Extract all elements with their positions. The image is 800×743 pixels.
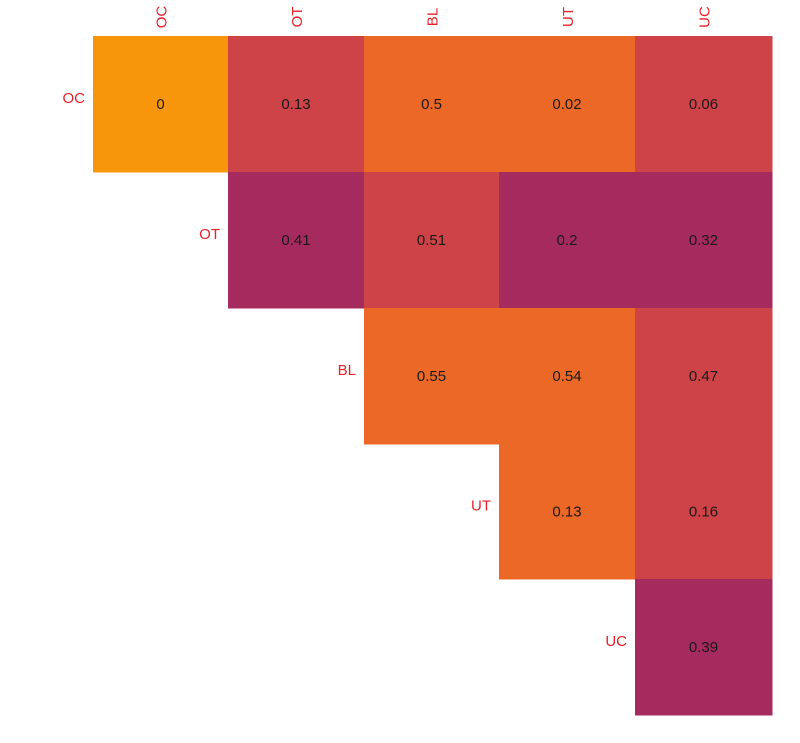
- heatmap-cell-bl-uc: [635, 308, 773, 445]
- heatmap-cell-oc-oc: [93, 36, 229, 173]
- heatmap-cell-ut-ut: [499, 444, 636, 580]
- row-label-uc: UC: [605, 633, 627, 650]
- cell-value-ut-uc: 0.16: [689, 504, 718, 521]
- column-labels: OC OT BL UT UC: [154, 6, 714, 29]
- row-labels: OC OT BL UT UC: [63, 90, 628, 650]
- heatmap-cell-oc-ut: [499, 36, 636, 173]
- heatmap-cell-ot-bl: [364, 172, 500, 309]
- cell-value-oc-bl: 0.5: [421, 96, 442, 113]
- cell-value-oc-ot: 0.13: [281, 96, 310, 113]
- heatmap-cell-ut-uc: [635, 444, 773, 580]
- row-label-ot: OT: [199, 226, 220, 243]
- cell-value-ot-uc: 0.32: [689, 232, 718, 249]
- cell-value-ut-ut: 0.13: [552, 504, 581, 521]
- cell-value-ot-ot: 0.41: [281, 232, 310, 249]
- column-label-ot: OT: [289, 7, 306, 28]
- heatmap-cell-ot-uc: [635, 172, 773, 309]
- cell-value-oc-ut: 0.02: [552, 96, 581, 113]
- row-label-ut: UT: [471, 498, 491, 515]
- heatmap-cell-oc-ot: [228, 36, 365, 173]
- heatmap-cell-oc-uc: [635, 36, 773, 173]
- column-label-ut: UT: [560, 7, 577, 27]
- heatmap-cell-uc-uc: [635, 579, 773, 716]
- column-label-uc: UC: [697, 6, 714, 28]
- values-layer: 0 0.13 0.5 0.02 0.06 0.41 0.51 0.2 0.32 0.55 0.54 0…: [156, 96, 718, 656]
- cell-value-ot-ut: 0.2: [557, 232, 578, 249]
- heatmap-cell-bl-ut: [499, 308, 636, 445]
- cell-value-bl-uc: 0.47: [689, 368, 718, 385]
- cell-value-bl-bl: 0.55: [417, 368, 446, 385]
- row-label-bl: BL: [338, 362, 356, 379]
- heatmap-cell-ot-ut: [499, 172, 636, 309]
- column-label-oc: OC: [154, 6, 171, 29]
- column-label-bl: BL: [425, 8, 442, 26]
- heatmap-cell-ot-ot: [228, 172, 365, 309]
- cell-value-uc-uc: 0.39: [689, 639, 718, 656]
- cell-value-oc-uc: 0.06: [689, 96, 718, 113]
- cell-value-bl-ut: 0.54: [552, 368, 581, 385]
- heatmap-cell-oc-bl: [364, 36, 500, 173]
- heatmap-cell-bl-bl: [364, 308, 500, 445]
- cell-value-ot-bl: 0.51: [417, 232, 446, 249]
- cell-value-oc-oc: 0: [156, 96, 164, 113]
- row-label-oc: OC: [63, 90, 86, 107]
- cells-layer: [93, 36, 773, 716]
